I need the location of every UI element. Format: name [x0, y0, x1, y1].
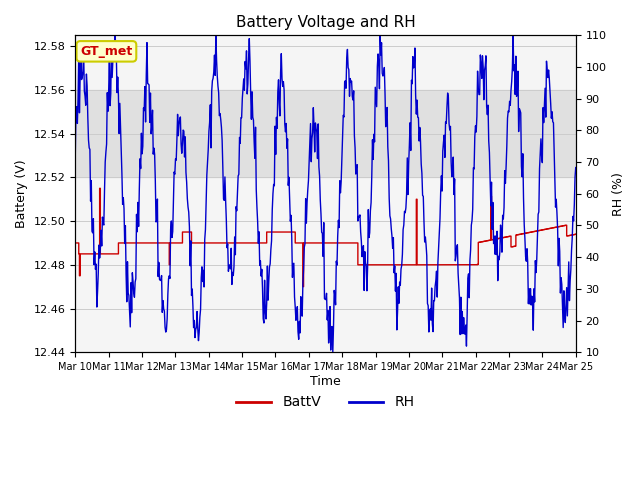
Y-axis label: RH (%): RH (%) [612, 172, 625, 216]
X-axis label: Time: Time [310, 375, 341, 388]
Text: GT_met: GT_met [80, 45, 132, 58]
Title: Battery Voltage and RH: Battery Voltage and RH [236, 15, 415, 30]
Bar [76, 90, 576, 178]
Legend: BattV, RH: BattV, RH [231, 390, 420, 415]
Y-axis label: Battery (V): Battery (V) [15, 159, 28, 228]
